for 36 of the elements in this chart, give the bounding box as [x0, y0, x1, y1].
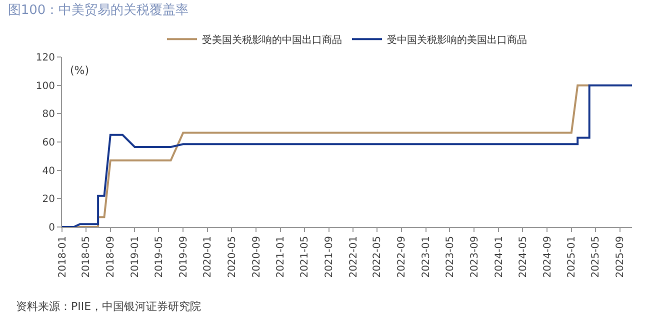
x-tick-label: 2024-09	[542, 236, 554, 278]
x-tick-label: 2023-01	[421, 236, 432, 278]
x-tick-label: 2021-09	[324, 236, 336, 278]
x-tick-label: 2018-09	[106, 236, 117, 278]
y-tick-label: 80	[42, 109, 55, 120]
x-tick-label: 2025-01	[566, 236, 578, 278]
x-tick-label: 2024-05	[518, 236, 529, 278]
x-tick-label: 2020-05	[226, 236, 238, 278]
x-tick-label: 2019-01	[130, 236, 141, 278]
legend-label: 受美国关税影响的中国出口商品	[202, 34, 342, 46]
y-tick-label: 0	[48, 222, 55, 234]
x-tick-label: 2021-05	[300, 236, 311, 278]
x-tick-label: 2022-01	[348, 236, 360, 278]
x-tick-label: 2023-05	[444, 236, 456, 278]
x-tick-label: 2018-01	[57, 236, 68, 278]
y-tick-label: 20	[42, 194, 55, 206]
x-tick-label: 2021-01	[276, 236, 287, 278]
x-tick-label: 2023-09	[469, 236, 480, 278]
y-tick-label: 120	[36, 52, 55, 64]
x-tick-label: 2022-05	[372, 236, 384, 278]
chart-title: 图100：中美贸易的关税覆盖率	[8, 2, 189, 18]
y-tick-label: 60	[42, 138, 55, 148]
x-tick-label: 2019-09	[178, 236, 190, 278]
x-tick-label: 2024-01	[494, 236, 505, 278]
x-tick-label: 2020-01	[202, 236, 214, 278]
y-axis-title: (%)	[70, 64, 90, 77]
x-tick-label: 2025-09	[615, 236, 626, 278]
y-tick-label: 100	[36, 80, 55, 92]
legend-label: 受中国关税影响的美国出口商品	[387, 34, 527, 46]
x-tick-label: 2020-09	[251, 236, 262, 278]
text: 资料来源：PIIE，中国银河证券研究院	[16, 300, 202, 313]
x-tick-label: 2019-05	[154, 236, 165, 278]
x-tick-label: 2022-09	[396, 236, 408, 278]
x-tick-label: 2018-05	[81, 236, 92, 278]
x-tick-label: 2025-05	[590, 236, 602, 278]
y-tick-label: 40	[42, 166, 55, 177]
